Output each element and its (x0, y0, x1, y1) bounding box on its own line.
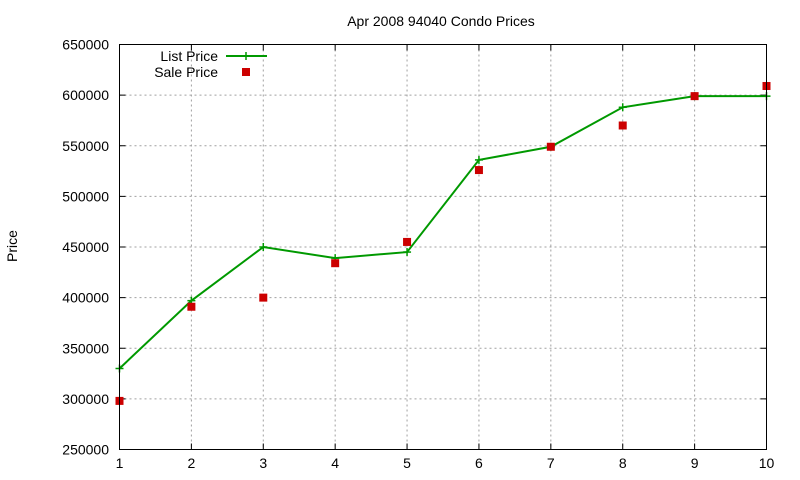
x-tick-label: 5 (403, 455, 411, 471)
legend-label: List Price (160, 48, 218, 64)
y-tick-label: 500000 (62, 188, 109, 204)
legend-label: Sale Price (154, 64, 218, 80)
x-tick-label: 10 (759, 455, 775, 471)
chart-title: Apr 2008 94040 Condo Prices (347, 13, 535, 29)
plot-frame (119, 44, 767, 450)
series-sale-price (115, 82, 771, 405)
data-point (259, 243, 268, 251)
data-point (546, 142, 555, 151)
x-tick-label: 8 (619, 455, 627, 471)
data-point (403, 237, 412, 246)
series-layer (115, 82, 771, 405)
y-tick-label: 400000 (62, 290, 109, 306)
x-tick-label: 9 (691, 455, 699, 471)
data-point (187, 302, 196, 311)
grid (119, 44, 767, 450)
series-list-price (115, 92, 771, 373)
data-point (474, 155, 483, 164)
y-tick-label: 600000 (62, 87, 109, 103)
series-line (118, 95, 767, 370)
x-tick-label: 4 (331, 455, 339, 471)
data-point (331, 259, 340, 268)
y-tick-label: 550000 (62, 138, 109, 154)
data-point (690, 92, 699, 101)
x-tick-label: 3 (259, 455, 267, 471)
data-point (403, 248, 412, 257)
x-tick-label: 6 (475, 455, 483, 471)
legend-marker (242, 68, 250, 76)
x-tick-label: 1 (116, 455, 124, 471)
data-point (618, 103, 627, 112)
legend-marker (242, 52, 250, 60)
y-tick-label: 350000 (62, 340, 109, 356)
y-tick-label: 650000 (62, 37, 109, 53)
y-tick-label: 250000 (62, 442, 109, 458)
data-point (618, 121, 627, 130)
x-tick-label: 7 (547, 455, 555, 471)
y-tick-label: 450000 (62, 239, 109, 255)
y-tick-label: 300000 (62, 391, 109, 407)
y-axis-label: Price (4, 230, 20, 262)
x-tick-label: 2 (187, 455, 195, 471)
tick-marks: 250000 300000 350000 400000 450000 500000 5500… (62, 37, 774, 472)
data-point (259, 293, 268, 302)
data-point (474, 166, 483, 175)
